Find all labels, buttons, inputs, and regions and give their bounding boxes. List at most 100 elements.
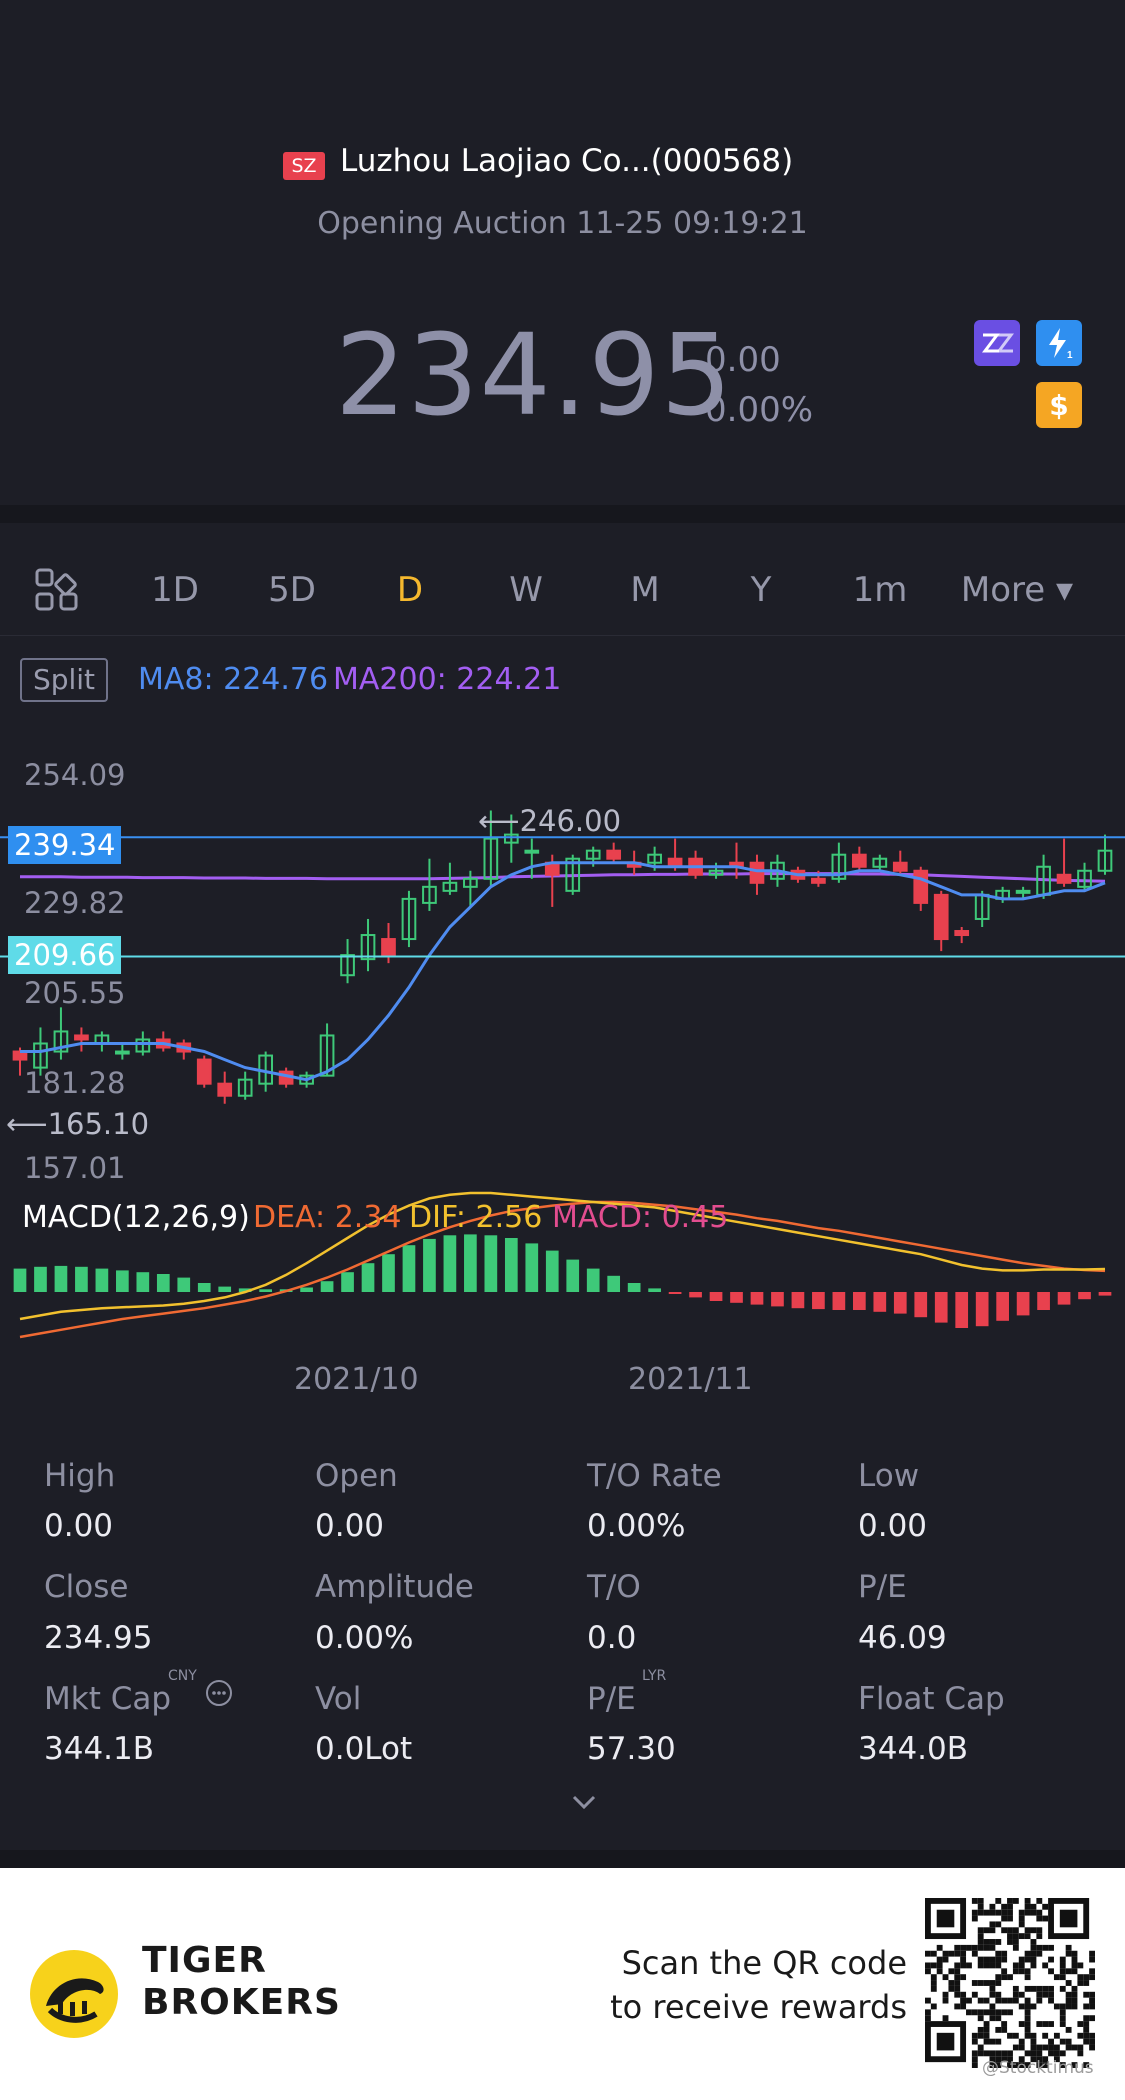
price-line-tag-bottom[interactable]: 209.66 xyxy=(8,936,122,974)
candle-body xyxy=(381,938,396,957)
candlestick-chart[interactable] xyxy=(0,740,1125,1340)
qr-module xyxy=(1018,2021,1025,2027)
candle-body xyxy=(647,853,662,864)
chevron-down-icon[interactable] xyxy=(568,1792,600,1816)
last-price: 234.95 xyxy=(335,311,733,441)
candle-body xyxy=(872,857,888,868)
qr-module xyxy=(1001,1915,1008,1922)
qr-module xyxy=(989,1985,996,1992)
macd-bar xyxy=(95,1268,109,1292)
qr-module xyxy=(942,1991,949,1998)
qr-module xyxy=(948,1950,955,1957)
qr-module xyxy=(1089,1950,1095,1957)
stock-name[interactable]: Luzhou Laojiao Co...(000568) xyxy=(340,143,794,179)
dollar-icon[interactable]: $ xyxy=(1036,382,1082,428)
candle-body xyxy=(524,849,540,854)
macd-bar xyxy=(197,1283,211,1292)
qr-module xyxy=(960,2003,967,2010)
y-axis-label: 254.09 xyxy=(24,758,126,792)
tab-m[interactable]: M xyxy=(630,570,660,610)
qr-module xyxy=(971,1915,978,1922)
qr-module xyxy=(1042,2021,1049,2027)
qr-module xyxy=(925,1968,931,1975)
macd-title: MACD(12,26,9) xyxy=(22,1200,250,1235)
more-info-icon[interactable] xyxy=(204,1678,234,1712)
stat-value: 0.00 xyxy=(858,1508,928,1544)
grid-layout-icon[interactable] xyxy=(34,567,80,617)
qr-module xyxy=(989,2003,996,2010)
qr-module xyxy=(1089,2044,1095,2051)
qr-module xyxy=(1024,2015,1031,2022)
zz-icon[interactable] xyxy=(974,320,1020,366)
lyr-superscript: LYR xyxy=(642,1668,667,1684)
qr-module xyxy=(1007,2009,1013,2016)
qr-module xyxy=(995,1991,1002,1998)
x-axis-label: 2021/10 xyxy=(294,1362,419,1397)
section-divider xyxy=(0,1850,1125,1868)
qr-module xyxy=(1024,1985,1031,1992)
qr-module xyxy=(1007,1898,1013,1904)
qr-module xyxy=(1030,1962,1037,1969)
qr-code[interactable] xyxy=(925,1898,1095,2068)
tab-more[interactable]: More ▾ xyxy=(960,570,1074,610)
candle-body xyxy=(463,877,478,888)
qr-module xyxy=(1036,1909,1043,1916)
price-line-tag-top[interactable]: 239.34 xyxy=(8,826,122,864)
qr-module xyxy=(960,1944,967,1951)
qr-module xyxy=(930,1950,937,1957)
qr-module xyxy=(1077,1962,1084,1969)
qr-module xyxy=(1065,1950,1072,1957)
stat-value: 0.00 xyxy=(44,1508,114,1544)
qr-module xyxy=(1030,2032,1037,2039)
macd-bar xyxy=(771,1292,784,1307)
candle-body xyxy=(585,849,601,860)
qr-module xyxy=(1059,2003,1066,2010)
qr-module xyxy=(1065,2003,1072,2010)
qr-module xyxy=(1065,2026,1072,2033)
qr-module xyxy=(1001,1950,1008,1957)
macd-bar xyxy=(893,1292,907,1314)
qr-module xyxy=(1071,2062,1078,2068)
qr-module xyxy=(977,1956,984,1963)
qr-module xyxy=(1007,2056,1013,2063)
qr-module xyxy=(1083,2062,1090,2068)
qr-module xyxy=(1012,1933,1019,1940)
qr-module xyxy=(1059,1968,1066,1975)
qr-module xyxy=(977,1909,984,1916)
tab-5d[interactable]: 5D xyxy=(268,570,316,610)
qr-module xyxy=(1071,1950,1078,1957)
tab-d[interactable]: D xyxy=(396,570,424,610)
candle-body xyxy=(237,1078,253,1097)
tab-1d[interactable]: 1D xyxy=(151,570,199,610)
candle-body xyxy=(954,930,970,937)
price-change: 0.00 xyxy=(705,340,781,380)
macd-bar xyxy=(464,1234,477,1292)
qr-module xyxy=(1077,1980,1084,1986)
qr-module xyxy=(960,1974,967,1981)
qr-module xyxy=(1065,2044,1072,2051)
qr-module xyxy=(942,1974,949,1981)
macd-bar xyxy=(812,1292,825,1310)
qr-module xyxy=(966,1944,972,1951)
split-button[interactable]: Split xyxy=(20,658,108,702)
qr-module xyxy=(1048,1944,1054,1951)
tab-w[interactable]: W xyxy=(509,570,543,610)
qr-module xyxy=(989,1944,996,1951)
qr-module xyxy=(989,2038,996,2045)
qr-module xyxy=(1001,1968,1008,1975)
candle-body xyxy=(135,1038,151,1053)
stat-label: Float Cap xyxy=(858,1681,1005,1717)
tab-1m[interactable]: 1m xyxy=(852,570,908,610)
qr-module xyxy=(1059,2050,1066,2057)
quote-header: SZ Luzhou Laojiao Co...(000568) Opening … xyxy=(0,0,1125,505)
qr-module xyxy=(1083,2003,1090,2010)
qr-module xyxy=(983,1927,990,1934)
lightning-icon[interactable]: 1 xyxy=(1036,320,1082,366)
qr-module xyxy=(1012,1939,1019,1945)
qr-module xyxy=(1018,1991,1025,1998)
qr-module xyxy=(930,1962,937,1969)
qr-module xyxy=(1024,2032,1031,2039)
qr-finder xyxy=(1059,1909,1078,1928)
tab-y[interactable]: Y xyxy=(750,570,772,610)
qr-module xyxy=(1065,2038,1072,2045)
